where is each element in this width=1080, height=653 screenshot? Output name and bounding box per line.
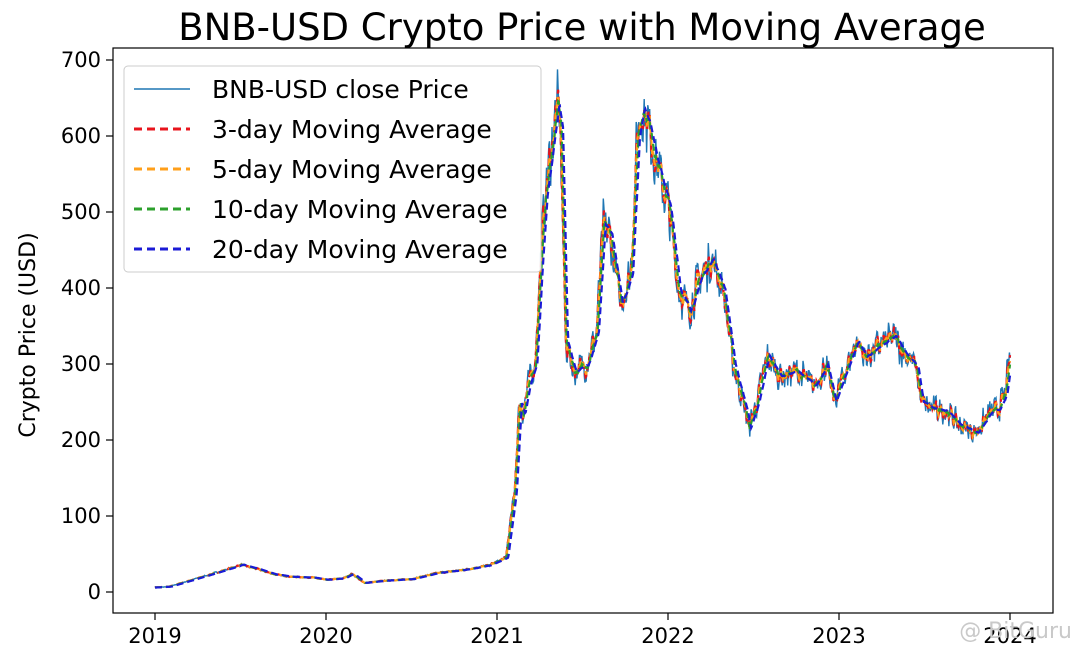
legend-label-1: BNB-USD close Price <box>212 75 469 104</box>
legend-label-5: 20-day Moving Average <box>212 235 508 264</box>
x-tick-label: 2022 <box>641 624 694 648</box>
y-tick-label: 0 <box>88 580 101 604</box>
watermark: @ BitGuru <box>959 619 1072 644</box>
y-tick-label: 500 <box>61 200 101 224</box>
y-tick-label: 300 <box>61 352 101 376</box>
chart-title: BNB-USD Crypto Price with Moving Average <box>178 6 986 49</box>
y-tick-label: 100 <box>61 504 101 528</box>
plot-lines <box>154 69 1012 589</box>
y-axis-label: Crypto Price (USD) <box>16 232 41 437</box>
plot-frame <box>112 47 1054 614</box>
y-tick-label: 400 <box>61 276 101 300</box>
legend-label-4: 10-day Moving Average <box>212 195 508 224</box>
y-tick-label: 700 <box>61 48 101 72</box>
y-axis-ticks: 0 100 200 300 400 500 600 700 <box>61 48 113 604</box>
y-tick-label: 200 <box>61 428 101 452</box>
legend-label-2: 3-day Moving Average <box>212 115 492 144</box>
x-tick-label: 2024 <box>983 624 1036 648</box>
x-tick-label: 2019 <box>128 624 181 648</box>
y-tick-label: 600 <box>61 124 101 148</box>
x-axis-ticks: 2019 2020 2021 2022 2023 2024 <box>128 613 1037 648</box>
legend-box <box>123 65 542 273</box>
legend: BNB-USD close Price 3-day Moving Average 5… <box>123 65 542 273</box>
series-line-5 <box>154 103 1012 589</box>
legend-label-3: 5-day Moving Average <box>212 155 492 184</box>
x-tick-label: 2020 <box>299 624 352 648</box>
x-tick-label: 2023 <box>812 624 865 648</box>
x-tick-label: 2021 <box>470 624 523 648</box>
